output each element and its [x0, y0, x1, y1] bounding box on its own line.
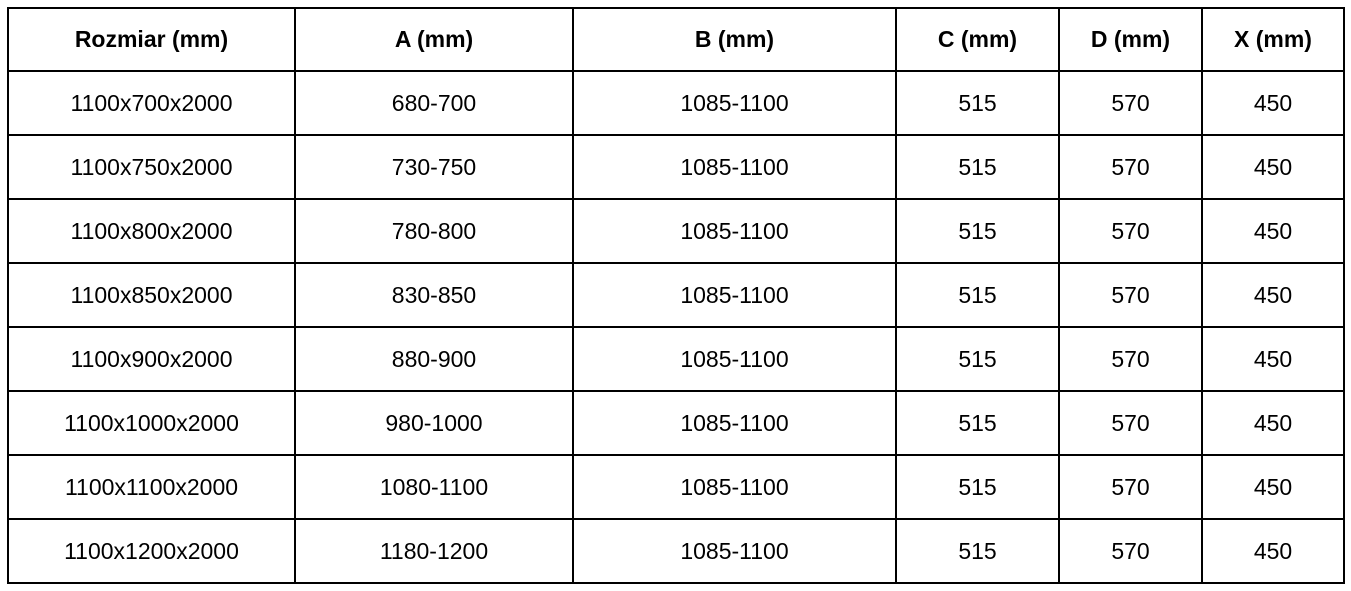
table-row: 1100x900x2000 880-900 1085-1100 515 570 450: [7, 326, 1345, 392]
cell-b: 1085-1100: [572, 518, 897, 584]
table-row: 1100x1200x2000 1180-1200 1085-1100 515 570 45…: [7, 518, 1345, 584]
cell-a: 880-900: [294, 326, 574, 392]
cell-x: 450: [1201, 326, 1345, 392]
cell-size: 1100x900x2000: [7, 326, 296, 392]
cell-c: 515: [895, 390, 1060, 456]
cell-x: 450: [1201, 262, 1345, 328]
cell-b: 1085-1100: [572, 70, 897, 136]
cell-d: 570: [1058, 262, 1203, 328]
cell-d: 570: [1058, 518, 1203, 584]
table-header-row: Rozmiar (mm) A (mm) B (mm) C (mm) D (mm) X (m…: [7, 7, 1345, 72]
cell-d: 570: [1058, 134, 1203, 200]
cell-a: 730-750: [294, 134, 574, 200]
table-row: 1100x850x2000 830-850 1085-1100 515 570 450: [7, 262, 1345, 328]
cell-a: 830-850: [294, 262, 574, 328]
column-header-c: C (mm): [895, 7, 1060, 72]
cell-b: 1085-1100: [572, 262, 897, 328]
column-header-a: A (mm): [294, 7, 574, 72]
cell-b: 1085-1100: [572, 390, 897, 456]
cell-x: 450: [1201, 70, 1345, 136]
cell-size: 1100x700x2000: [7, 70, 296, 136]
cell-c: 515: [895, 198, 1060, 264]
cell-a: 780-800: [294, 198, 574, 264]
table-row: 1100x1000x2000 980-1000 1085-1100 515 570 450: [7, 390, 1345, 456]
cell-d: 570: [1058, 70, 1203, 136]
cell-size: 1100x850x2000: [7, 262, 296, 328]
cell-b: 1085-1100: [572, 198, 897, 264]
column-header-size: Rozmiar (mm): [7, 7, 296, 72]
cell-a: 680-700: [294, 70, 574, 136]
cell-a: 1180-1200: [294, 518, 574, 584]
column-header-d: D (mm): [1058, 7, 1203, 72]
column-header-b: B (mm): [572, 7, 897, 72]
cell-b: 1085-1100: [572, 454, 897, 520]
cell-c: 515: [895, 454, 1060, 520]
cell-size: 1100x750x2000: [7, 134, 296, 200]
cell-c: 515: [895, 518, 1060, 584]
table-row: 1100x800x2000 780-800 1085-1100 515 570 450: [7, 198, 1345, 264]
dimensions-table: Rozmiar (mm) A (mm) B (mm) C (mm) D (mm) X (m…: [7, 7, 1345, 584]
table-row: 1100x700x2000 680-700 1085-1100 515 570 450: [7, 70, 1345, 136]
cell-c: 515: [895, 262, 1060, 328]
cell-size: 1100x1200x2000: [7, 518, 296, 584]
column-header-x: X (mm): [1201, 7, 1345, 72]
cell-x: 450: [1201, 454, 1345, 520]
cell-x: 450: [1201, 134, 1345, 200]
cell-x: 450: [1201, 198, 1345, 264]
cell-d: 570: [1058, 326, 1203, 392]
cell-size: 1100x1000x2000: [7, 390, 296, 456]
cell-x: 450: [1201, 518, 1345, 584]
cell-x: 450: [1201, 390, 1345, 456]
table-row: 1100x750x2000 730-750 1085-1100 515 570 450: [7, 134, 1345, 200]
table-row: 1100x1100x2000 1080-1100 1085-1100 515 570 45…: [7, 454, 1345, 520]
cell-d: 570: [1058, 454, 1203, 520]
cell-d: 570: [1058, 390, 1203, 456]
cell-b: 1085-1100: [572, 326, 897, 392]
cell-d: 570: [1058, 198, 1203, 264]
cell-size: 1100x800x2000: [7, 198, 296, 264]
cell-c: 515: [895, 326, 1060, 392]
cell-b: 1085-1100: [572, 134, 897, 200]
cell-c: 515: [895, 134, 1060, 200]
cell-a: 1080-1100: [294, 454, 574, 520]
cell-size: 1100x1100x2000: [7, 454, 296, 520]
cell-c: 515: [895, 70, 1060, 136]
cell-a: 980-1000: [294, 390, 574, 456]
